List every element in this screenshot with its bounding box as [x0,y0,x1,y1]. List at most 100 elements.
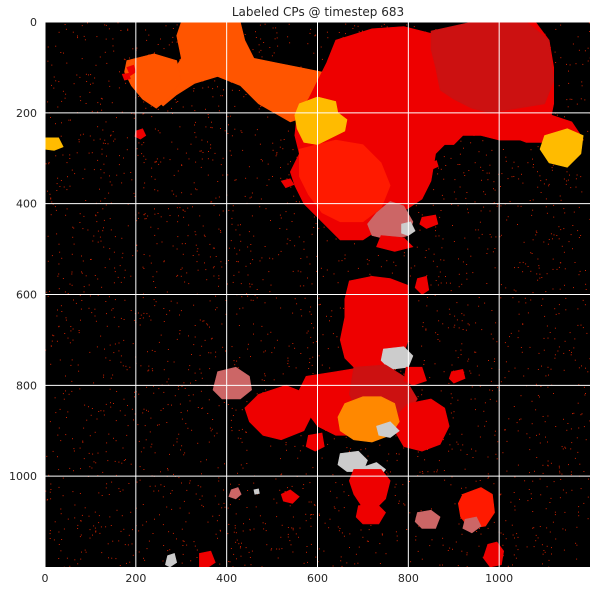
speckle-pixel [571,351,572,353]
speckle-pixel [61,539,63,540]
speckle-pixel [311,323,313,324]
speckle-pixel [515,290,517,292]
speckle-pixel [127,28,129,30]
speckle-pixel [260,38,262,40]
speckle-pixel [349,547,350,548]
speckle-pixel [478,545,480,547]
speckle-pixel [58,288,60,290]
speckle-pixel [421,558,423,560]
speckle-pixel [205,108,206,110]
speckle-pixel [133,192,135,194]
speckle-pixel [103,410,105,412]
speckle-pixel [313,504,315,506]
speckle-pixel [177,236,179,238]
speckle-pixel [56,233,58,235]
speckle-pixel [193,182,195,184]
speckle-pixel [174,99,176,101]
speckle-pixel [403,252,405,254]
speckle-pixel [223,489,224,491]
speckle-pixel [530,252,532,254]
speckle-pixel [169,453,170,455]
speckle-pixel [589,31,590,32]
speckle-pixel [51,255,53,257]
speckle-pixel [108,296,110,298]
speckle-pixel [280,217,282,219]
speckle-pixel [512,297,514,299]
speckle-pixel [564,446,566,448]
speckle-pixel [72,491,74,493]
speckle-pixel [50,214,52,216]
speckle-pixel [57,309,58,311]
speckle-pixel [91,152,93,154]
speckle-pixel [160,471,161,473]
speckle-pixel [173,174,175,176]
speckle-pixel [203,320,205,322]
speckle-pixel [103,219,105,221]
speckle-pixel [116,391,118,392]
speckle-pixel [114,271,116,273]
speckle-pixel [241,296,243,298]
speckle-pixel [126,562,127,564]
speckle-pixel [275,478,277,480]
speckle-pixel [199,319,201,321]
speckle-pixel [484,425,486,427]
speckle-pixel [163,308,165,309]
speckle-pixel [81,514,83,516]
speckle-pixel [310,336,312,338]
speckle-pixel [500,234,502,236]
speckle-pixel [440,390,442,392]
speckle-pixel [492,338,494,340]
speckle-pixel [522,323,524,325]
speckle-pixel [182,553,184,555]
speckle-pixel [49,533,51,535]
speckle-pixel [582,327,584,329]
speckle-pixel [502,533,504,535]
speckle-pixel [153,490,155,492]
speckle-pixel [542,298,544,300]
speckle-pixel [176,338,178,340]
speckle-pixel [176,438,178,440]
speckle-pixel [558,313,560,315]
speckle-pixel [462,444,464,446]
speckle-pixel [79,222,81,223]
speckle-pixel [143,254,145,255]
speckle-pixel [435,235,437,237]
speckle-pixel [287,536,289,538]
speckle-pixel [49,538,51,539]
speckle-pixel [564,212,566,214]
speckle-pixel [57,456,58,458]
speckle-pixel [100,526,102,528]
speckle-pixel [150,262,152,264]
speckle-pixel [142,317,144,319]
speckle-pixel [281,473,283,475]
speckle-pixel [154,351,156,352]
speckle-pixel [404,504,406,506]
speckle-pixel [194,124,195,126]
speckle-pixel [306,546,308,547]
speckle-pixel [112,45,114,47]
speckle-pixel [299,201,300,203]
speckle-pixel [280,139,282,141]
speckle-pixel [199,215,201,217]
speckle-pixel [100,200,102,202]
speckle-pixel [200,372,202,374]
speckle-pixel [558,85,560,87]
speckle-pixel [106,62,108,64]
speckle-pixel [58,243,60,245]
speckle-pixel [95,64,97,66]
speckle-pixel [239,234,241,236]
speckle-pixel [200,150,202,152]
speckle-pixel [559,288,561,290]
speckle-pixel [578,367,580,369]
speckle-pixel [273,52,275,54]
speckle-pixel [505,287,507,289]
speckle-pixel [514,267,515,269]
speckle-pixel [509,201,511,203]
speckle-pixel [564,268,566,270]
speckle-pixel [47,101,49,103]
speckle-pixel [145,29,147,31]
speckle-pixel [202,152,204,153]
speckle-pixel [159,514,160,516]
speckle-pixel [433,189,435,191]
speckle-pixel [157,228,159,230]
